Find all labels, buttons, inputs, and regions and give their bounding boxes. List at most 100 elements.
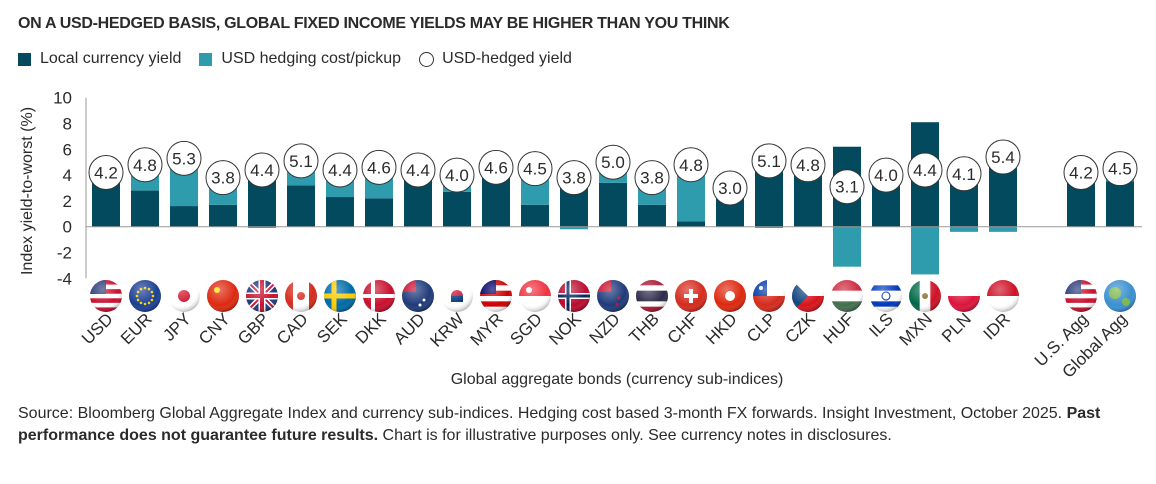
flag-mexico-flag: [909, 280, 941, 312]
hedged-yield-label: 4.6: [484, 158, 508, 177]
category-label: CLP: [743, 309, 780, 346]
flag-shading: [1065, 280, 1097, 312]
local-yield-bar: [677, 221, 705, 227]
y-tick-label: 4: [63, 166, 72, 185]
category-label: CAD: [273, 309, 312, 348]
local-yield-bar: [638, 204, 666, 227]
flag-globe-icon: [1104, 280, 1136, 312]
hedged-yield-label: 4.8: [133, 156, 157, 175]
hedged-yield-label: 4.4: [406, 161, 430, 180]
category-label: SEK: [313, 309, 351, 347]
hedged-yield-label: 3.8: [562, 169, 586, 188]
hedged-yield-label: 4.5: [523, 160, 547, 179]
notes-text: Chart is for illustrative purposes only.…: [378, 427, 892, 444]
flag-hong-kong-flag: [714, 280, 746, 312]
flag-japan-flag: [168, 280, 200, 312]
flag-shading: [363, 280, 395, 312]
hedged-yield-label: 5.3: [172, 149, 196, 168]
category-label: MYR: [467, 309, 507, 349]
bar-group-mxn: [911, 122, 939, 275]
flag-switzerland-flag: [675, 280, 707, 312]
hedged-yield-marker: [166, 140, 202, 176]
hedge-swatch: [199, 52, 213, 66]
hedged-yield-marker: [907, 152, 943, 188]
category-label: THB: [625, 309, 662, 346]
hedge-cost-bar: [755, 226, 783, 228]
flag-poland-flag: [948, 280, 980, 312]
hedged-yield-marker: [478, 149, 514, 185]
hedged-yield-marker: [673, 147, 709, 183]
category-label: NOK: [545, 309, 585, 349]
legend-hedged-label: USD-hedged yield: [442, 50, 572, 67]
hedged-yield-label: 4.6: [367, 158, 391, 177]
flag-new-zealand-flag: [597, 280, 629, 312]
hedged-yield-marker: [283, 143, 319, 179]
hedge-cost-bar: [911, 226, 939, 275]
flag-shading: [753, 280, 785, 312]
local-yield-bar: [443, 191, 471, 227]
category-label: HUF: [820, 309, 858, 347]
hedged-yield-label: 5.1: [757, 152, 781, 171]
hedge-cost-bar: [833, 226, 861, 267]
category-label: EUR: [117, 309, 156, 348]
flag-shading: [168, 280, 200, 312]
category-label: CNY: [195, 309, 234, 348]
hedged-yield-marker: [829, 169, 865, 205]
hedge-cost-bar: [989, 226, 1017, 232]
flag-denmark-flag: [363, 280, 395, 312]
y-tick-label: 2: [63, 192, 72, 211]
hedged-yield-marker: [88, 155, 124, 191]
flag-shading: [636, 280, 668, 312]
hedged-yield-marker: [361, 149, 397, 185]
legend-hedged: USD-hedged yield: [419, 50, 572, 68]
hedged-yield-marker: [634, 160, 670, 196]
hedged-yield-label: 5.4: [991, 148, 1015, 167]
flag-shading: [324, 280, 356, 312]
hedged-yield-label: 5.1: [289, 152, 313, 171]
flag-shading: [714, 280, 746, 312]
category-label: CZK: [781, 309, 819, 347]
hedged-yield-marker: [322, 152, 358, 188]
hedged-yield-label: 4.4: [328, 161, 352, 180]
hedged-yield-marker: [868, 157, 904, 193]
hedged-yield-marker: [517, 151, 553, 187]
disclaimer-bold: Past performance does not guarantee futu…: [18, 405, 1101, 444]
local-yield-bar: [599, 182, 627, 227]
flag-singapore-flag: [519, 280, 551, 312]
hedged-yield-label: 4.0: [874, 166, 898, 185]
flag-shading: [987, 280, 1019, 312]
hedged-yield-marker: [439, 157, 475, 193]
category-label: MXN: [896, 309, 936, 349]
hedged-yield-label: 4.5: [1108, 160, 1132, 179]
category-label: DKK: [352, 309, 391, 348]
flag-norway-flag: [558, 280, 590, 312]
hedged-yield-label: 4.4: [913, 161, 937, 180]
local-yield-bar: [521, 204, 549, 227]
category-label: AUD: [390, 309, 429, 348]
y-tick-label: 0: [63, 218, 72, 237]
hedged-yield-marker: [1102, 151, 1138, 187]
local-yield-bar: [326, 197, 354, 227]
hedged-yield-label: 3.1: [835, 178, 859, 197]
hedged-yield-marker: [127, 147, 163, 183]
flag-sweden-flag: [324, 280, 356, 312]
hedged-yield-marker: [1063, 155, 1099, 191]
local-yield-bar: [1106, 181, 1134, 227]
hedged-yield-marker: [244, 152, 280, 188]
hedged-yield-label: 4.1: [952, 165, 976, 184]
flag-us-flag: [90, 280, 122, 312]
flag-shading: [558, 280, 590, 312]
category-label: CHF: [664, 309, 702, 347]
legend-local-label: Local currency yield: [40, 50, 182, 67]
hedged-yield-label: 4.0: [445, 166, 469, 185]
y-axis-title: Index yield-to-worst (%): [19, 107, 36, 275]
local-yield-bar: [209, 204, 237, 227]
flag-shading: [831, 280, 863, 312]
category-label: NZD: [586, 309, 624, 347]
flag-shading: [909, 280, 941, 312]
hedged-yield-marker: [400, 152, 436, 188]
local-yield-bar: [131, 190, 159, 227]
category-label: IDR: [980, 309, 1014, 343]
flag-korea-flag: [441, 280, 473, 312]
flag-hungary-flag: [831, 280, 863, 312]
